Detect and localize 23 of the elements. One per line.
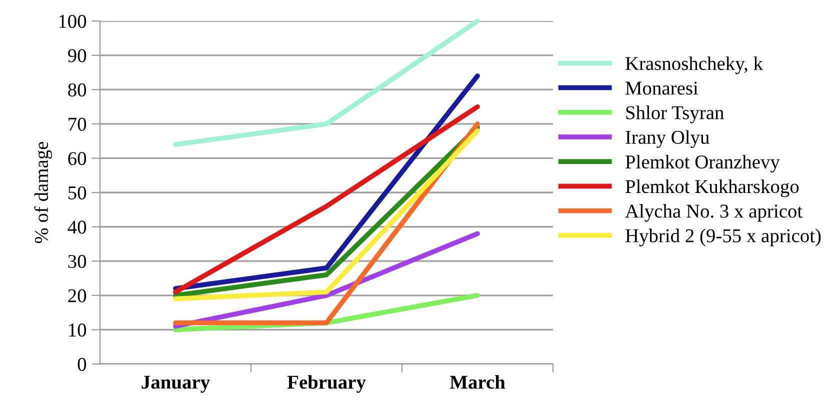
legend-label: Alycha No. 3 x apricot (625, 204, 802, 222)
y-tick-label: 30 (68, 254, 86, 268)
legend-label: Krasnoshcheky, k (626, 56, 763, 74)
x-tick-label: January (142, 376, 210, 393)
legend-label: Monaresi (626, 82, 698, 95)
legend-label: Plemkot Oranzhevy (626, 154, 780, 173)
y-tick-label: 90 (68, 49, 86, 62)
y-tick-label: 10 (69, 324, 86, 337)
legend-label: Irany Olyu (626, 130, 710, 148)
x-tick-label: February (287, 375, 366, 393)
y-tick-label: 60 (68, 152, 86, 166)
y-tick-label: 20 (68, 289, 86, 302)
legend-label: Plemkot Kukharskogo (626, 179, 799, 198)
x-tick-label: March (450, 375, 506, 389)
y-tick-label: 40 (68, 220, 86, 234)
y-tick-label: 0 (78, 358, 86, 371)
y-tick-label: 70 (68, 118, 86, 131)
y-tick-label: 100 (59, 14, 86, 28)
legend-label: Shlor Tsyran (626, 106, 724, 124)
legend-label: Hybrid 2 (9-55 x apricot) (626, 228, 821, 246)
y-axis-title: % of damage (34, 142, 52, 244)
y-tick-label: 50 (68, 186, 86, 200)
y-tick-label: 80 (68, 83, 86, 97)
